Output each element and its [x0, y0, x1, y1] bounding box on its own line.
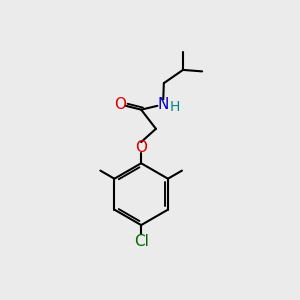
Text: H: H — [170, 100, 180, 114]
Text: O: O — [114, 97, 126, 112]
Text: O: O — [135, 140, 147, 155]
Text: N: N — [158, 97, 169, 112]
Text: Cl: Cl — [134, 234, 148, 249]
